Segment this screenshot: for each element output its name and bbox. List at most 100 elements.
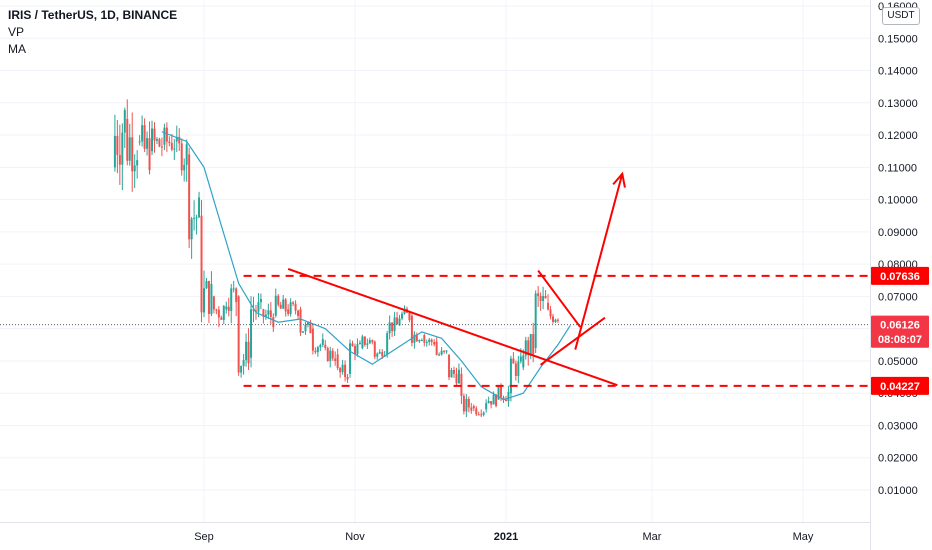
candle-body	[274, 295, 277, 316]
candle-body	[349, 343, 352, 374]
chart-legend: IRIS / TetherUS, 1D, BINANCE VP MA	[8, 7, 177, 58]
candle-body	[532, 334, 535, 355]
candle-body	[200, 215, 203, 313]
candle-body	[524, 340, 527, 356]
candle-body	[287, 309, 290, 314]
candle-body	[435, 341, 438, 355]
candle-body	[366, 343, 369, 345]
candle-body	[556, 319, 559, 321]
candle-body	[279, 304, 282, 309]
candle-body	[232, 288, 235, 290]
candle-body	[188, 154, 191, 240]
candle-body	[254, 310, 257, 312]
candle-body	[504, 399, 507, 402]
candle-body	[136, 160, 139, 166]
candle-body	[302, 331, 305, 333]
candle-body	[163, 127, 166, 145]
candle-body	[433, 341, 436, 345]
candle-body	[237, 296, 240, 373]
candle-body	[210, 283, 213, 315]
candle-body	[522, 355, 525, 368]
price-badge-label: 0.04227	[880, 381, 920, 393]
candle-body	[544, 295, 547, 299]
candle-body	[529, 334, 532, 356]
candle-body	[242, 360, 245, 366]
candle-body	[230, 288, 233, 311]
candle-body	[336, 354, 339, 368]
price-tick-label: 0.10000	[878, 195, 918, 207]
candle-body	[490, 401, 493, 405]
price-tick-label: 0.03000	[878, 420, 918, 432]
candle-body	[485, 403, 488, 410]
candle-body	[133, 165, 136, 172]
candle-body	[321, 339, 324, 345]
candle-body	[430, 339, 433, 342]
price-tick-label: 0.13000	[878, 98, 918, 110]
price-axis: 0.160000.150000.140000.130000.120000.110…	[878, 1, 918, 497]
price-tick-label: 0.01000	[878, 485, 918, 497]
candle-body	[155, 139, 158, 141]
candle-body	[341, 364, 344, 373]
candle-body	[123, 110, 126, 133]
candle-body	[203, 288, 205, 313]
candle-body	[292, 302, 295, 304]
candle-body	[309, 322, 312, 334]
triangle-upper-line	[537, 269, 582, 328]
trend-line-line	[287, 268, 618, 387]
candle-body	[257, 302, 260, 312]
candle-body	[324, 344, 327, 349]
candle-body	[373, 341, 376, 357]
candle-body	[527, 340, 530, 356]
candle-body	[264, 314, 267, 317]
candle-body	[235, 288, 238, 303]
price-tick-label: 0.12000	[878, 130, 918, 142]
candle-body	[356, 344, 359, 354]
candle-body	[185, 144, 188, 165]
candle-body	[227, 306, 230, 311]
candle-body	[326, 348, 329, 361]
price-badge-label: 0.07636	[880, 271, 920, 283]
candle-body	[334, 358, 337, 362]
candle-body	[391, 322, 394, 332]
candle-body	[462, 395, 465, 412]
arrow-head	[612, 171, 626, 188]
candle-body	[415, 334, 418, 342]
indicator-ma[interactable]: MA	[8, 42, 26, 56]
candle-body	[146, 138, 149, 149]
price-badge-countdown	[871, 329, 929, 348]
candle-body	[465, 398, 468, 412]
symbol-title[interactable]: IRIS / TetherUS, 1D, BINANCE	[8, 8, 178, 22]
candle-body	[519, 356, 522, 362]
candle-body	[311, 328, 314, 351]
candle-body	[175, 136, 178, 142]
candle-body	[170, 143, 173, 150]
candle-body	[445, 350, 448, 352]
candle-body	[198, 197, 201, 218]
candle-body	[452, 369, 455, 374]
time-tick-label: May	[793, 531, 814, 543]
candle-body	[128, 137, 131, 161]
candle-body	[121, 132, 124, 165]
candle-body	[262, 309, 265, 317]
candle-body	[153, 128, 156, 141]
currency-button[interactable]: USDT	[882, 7, 920, 25]
candle-body	[507, 391, 510, 402]
candle-body	[252, 309, 255, 311]
time-tick-label: Sep	[194, 531, 214, 543]
candle-body	[423, 335, 426, 343]
candle-body	[403, 308, 406, 314]
candle-body	[539, 296, 542, 301]
time-axis: Sep Nov 2021 Mar May	[194, 531, 814, 543]
triangle-lower-line	[540, 316, 606, 366]
candle-body	[443, 350, 446, 352]
candle-body	[358, 342, 361, 345]
candle-body	[537, 293, 540, 297]
candle-body	[160, 146, 163, 148]
indicator-vp[interactable]: VP	[8, 25, 25, 39]
candle-body	[158, 139, 161, 147]
candle-body	[339, 367, 342, 373]
candle-body	[245, 341, 248, 361]
candle-body	[168, 141, 171, 144]
